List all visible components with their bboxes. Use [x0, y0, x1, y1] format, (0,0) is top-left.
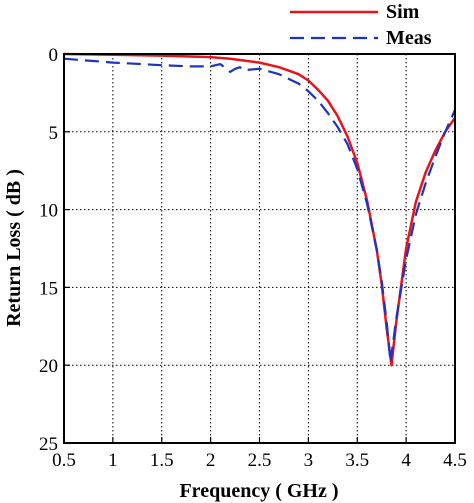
x-tick-label: 3 [304, 450, 314, 471]
y-tick-label: 5 [49, 123, 59, 144]
y-tick-label: 15 [39, 278, 58, 299]
y-tick-label: 20 [39, 356, 58, 377]
tick-labels: 0.5 1 1.5 2 2.5 3 3.5 4 4.5 0 5 10 15 20 25 [39, 45, 467, 471]
y-tick-label: 10 [39, 201, 58, 222]
x-tick-label: 1.5 [150, 450, 174, 471]
y-axis-label: Return Loss ( dB ) [3, 169, 25, 327]
legend-label-meas: Meas [386, 27, 432, 49]
x-tick-label: 4.5 [443, 450, 467, 471]
plot-frame [63, 53, 456, 444]
x-axis-label: Frequency ( GHz ) [179, 480, 338, 502]
series-line-meas [63, 57, 457, 364]
legend: Sim Meas [290, 1, 432, 49]
x-tick-label: 3.5 [345, 450, 369, 471]
grid [64, 54, 455, 443]
legend-label-sim: Sim [386, 1, 420, 23]
x-tick-label: 0.5 [52, 450, 76, 471]
x-tick-label: 2 [206, 450, 216, 471]
plot-series [63, 52, 457, 367]
series-line-sim [63, 52, 457, 367]
x-tick-label: 1 [108, 450, 118, 471]
y-tick-label: 0 [49, 45, 59, 66]
x-tick-label: 4 [401, 450, 411, 471]
y-tick-label: 25 [39, 434, 58, 455]
x-tick-label: 2.5 [248, 450, 272, 471]
